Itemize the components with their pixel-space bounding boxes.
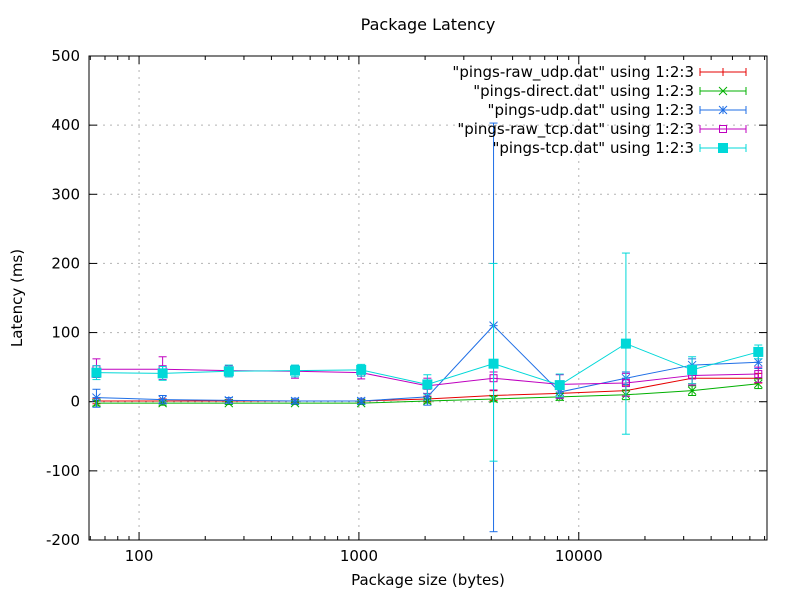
y-tick-label: 200	[51, 254, 80, 272]
y-axis-label: Latency (ms)	[8, 249, 26, 347]
legend-sample	[699, 125, 747, 133]
cross-marker	[718, 86, 728, 96]
legend-sample	[699, 86, 747, 96]
chart-title: Package Latency	[361, 15, 496, 34]
x-axis-label: Package size (bytes)	[351, 571, 505, 589]
star-marker	[224, 395, 234, 405]
legend-item-pings-udp: "pings-udp.dat" using 1:2:3	[488, 101, 747, 119]
filled-square-marker	[356, 364, 367, 375]
y-tick-label: -100	[46, 462, 80, 480]
legend-label: "pings-tcp.dat" using 1:2:3	[492, 139, 694, 157]
filled-square-marker	[718, 143, 728, 153]
filled-square-marker	[687, 364, 698, 375]
cross-marker	[687, 386, 697, 396]
series-pings-tcp	[91, 252, 764, 462]
open-square-marker	[754, 370, 763, 379]
y-tick-label: -200	[46, 531, 80, 549]
filled-square-marker	[223, 366, 234, 377]
filled-square-marker	[554, 380, 565, 391]
filled-square-marker	[753, 346, 764, 357]
legend-label: "pings-direct.dat" using 1:2:3	[473, 82, 694, 100]
x-tick-label: 1000	[340, 547, 378, 565]
legend: "pings-raw_udp.dat" using 1:2:3"pings-di…	[452, 63, 747, 157]
legend-sample	[699, 68, 747, 76]
y-tick-label: 300	[51, 185, 80, 203]
legend-item-pings-raw_udp: "pings-raw_udp.dat" using 1:2:3	[452, 63, 747, 82]
series-pings-udp	[92, 122, 763, 533]
filled-square-marker	[620, 338, 631, 349]
legend-item-pings-tcp: "pings-tcp.dat" using 1:2:3	[492, 139, 747, 157]
star-marker	[158, 395, 167, 404]
axes-layer: -200 -100 0 100 200 300 400 500 100 1000 10000	[46, 47, 768, 565]
y-tick-label: 100	[51, 324, 80, 342]
plot-border	[88, 55, 768, 541]
legend-item-pings-direct: "pings-direct.dat" using 1:2:3	[473, 82, 747, 100]
filled-square-marker	[289, 365, 300, 376]
star-marker	[92, 393, 101, 402]
star-marker	[356, 396, 366, 406]
series-layer	[91, 122, 764, 533]
legend-label: "pings-udp.dat" using 1:2:3	[488, 101, 694, 119]
filled-square-marker	[488, 358, 499, 369]
legend-label: "pings-raw_udp.dat" using 1:2:3	[452, 63, 694, 82]
legend-item-pings-raw_tcp: "pings-raw_tcp.dat" using 1:2:3	[457, 120, 747, 139]
legend-sample	[699, 143, 747, 153]
y-tick-label: 400	[51, 116, 80, 134]
legend-sample	[699, 105, 747, 115]
plus-marker	[719, 68, 727, 76]
filled-square-marker	[157, 368, 168, 379]
grid-layer	[89, 56, 767, 540]
x-tick-label: 10000	[555, 547, 603, 565]
legend-label: "pings-raw_tcp.dat" using 1:2:3	[457, 120, 694, 139]
x-tick-label: 100	[125, 547, 154, 565]
star-marker	[753, 357, 763, 367]
y-tick-label: 0	[70, 393, 80, 411]
star-marker	[290, 396, 300, 406]
y-tick-label: 500	[51, 47, 80, 65]
errorbar	[754, 366, 763, 383]
star-marker	[718, 105, 728, 115]
cross-marker	[753, 379, 763, 389]
filled-square-marker	[422, 379, 433, 390]
open-square-marker	[719, 125, 727, 133]
filled-square-marker	[91, 367, 102, 378]
